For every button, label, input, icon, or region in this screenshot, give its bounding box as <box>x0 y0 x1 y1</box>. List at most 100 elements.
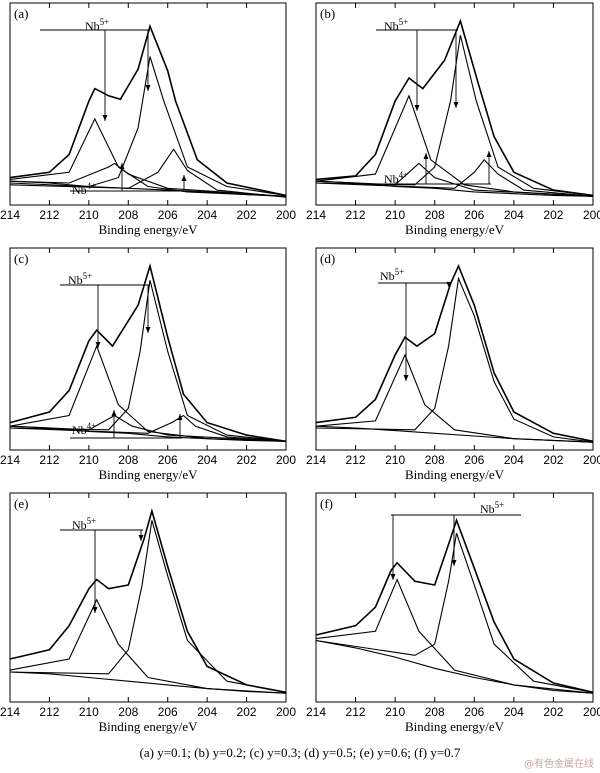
arrow-head <box>181 175 187 181</box>
series-line <box>9 23 287 197</box>
x-tick-label: 212 <box>346 705 366 719</box>
peak-annotation: Nb5+ <box>68 271 92 287</box>
x-tick-label: 214 <box>0 208 20 222</box>
x-tick-label: 200 <box>276 453 296 467</box>
x-tick-label: 214 <box>0 705 20 719</box>
plot-frame <box>315 247 594 451</box>
series-line <box>315 263 594 443</box>
arrow-head <box>119 163 125 169</box>
x-tick-label: 200 <box>583 453 600 467</box>
series-line <box>9 344 287 442</box>
x-tick-label: 206 <box>158 208 178 222</box>
figure-caption: (a) y=0.1; (b) y=0.2; (c) y=0.3; (d) y=0… <box>139 745 461 760</box>
x-tick-label: 210 <box>79 705 99 719</box>
x-axis-label: Binding energy/eV <box>405 222 505 237</box>
x-tick-label: 212 <box>39 453 59 467</box>
series-line <box>315 18 594 197</box>
x-tick-label: 202 <box>237 208 257 222</box>
x-tick-label: 206 <box>158 705 178 719</box>
panel-label: (e) <box>14 496 28 511</box>
arrow-head <box>451 560 457 566</box>
x-tick-label: 214 <box>306 208 326 222</box>
x-tick-label: 202 <box>543 705 563 719</box>
x-tick-label: 212 <box>39 208 59 222</box>
series-line <box>315 353 594 443</box>
x-tick-label: 214 <box>0 453 20 467</box>
plot-frame <box>9 2 287 206</box>
arrow-head <box>138 535 144 541</box>
chart-panel: 214 212 210 208 206 204 202 200 Binding energy/e… <box>0 492 296 734</box>
arrow-head <box>390 574 396 580</box>
chart-panel: 214 212 210 208 206 204 202 200 Binding energy/e… <box>306 492 600 734</box>
series-line <box>315 276 594 443</box>
chart-panel: 214 212 210 208 206 204 202 200 Binding energy/e… <box>306 247 600 482</box>
series-line <box>315 517 594 694</box>
x-tick-label: 200 <box>583 705 600 719</box>
series-line <box>9 598 287 694</box>
peak-annotation: Nb4+ <box>72 421 96 437</box>
series-line <box>9 148 287 198</box>
x-tick-label: 206 <box>464 453 484 467</box>
x-tick-label: 208 <box>118 208 138 222</box>
x-tick-label: 210 <box>385 208 405 222</box>
chart-panel: 214 212 210 208 206 204 202 200 Binding energy/e… <box>0 247 296 482</box>
arrow-head <box>423 153 429 159</box>
x-tick-label: 200 <box>583 208 600 222</box>
peak-annotation: Nb5+ <box>380 267 404 283</box>
plot-frame <box>9 247 287 451</box>
x-axis-label: Binding energy/eV <box>98 222 198 237</box>
x-tick-label: 214 <box>306 705 326 719</box>
x-tick-label: 212 <box>346 453 366 467</box>
plot-frame <box>315 2 594 206</box>
x-tick-label: 210 <box>385 453 405 467</box>
x-tick-label: 210 <box>79 453 99 467</box>
x-tick-label: 202 <box>543 453 563 467</box>
series-line <box>315 639 594 694</box>
series-line <box>9 56 287 196</box>
x-tick-label: 210 <box>385 705 405 719</box>
x-tick-label: 202 <box>237 453 257 467</box>
series-line <box>315 578 594 694</box>
series-line <box>9 280 287 442</box>
arrow-head <box>145 327 151 333</box>
x-tick-label: 214 <box>306 453 326 467</box>
watermark: @有色金属在线 <box>524 759 594 770</box>
series-line <box>9 262 287 443</box>
series-line <box>315 533 594 693</box>
chart-panel: 214 212 210 208 206 204 202 200 Binding energy/e… <box>0 2 296 237</box>
arrow-head <box>95 342 101 348</box>
panel-label: (b) <box>320 6 335 21</box>
arrow-head <box>92 607 98 613</box>
x-tick-label: 204 <box>504 453 524 467</box>
x-tick-label: 204 <box>197 453 217 467</box>
x-tick-label: 204 <box>197 705 217 719</box>
arrow-head <box>453 102 459 108</box>
x-tick-label: 208 <box>425 705 445 719</box>
x-tick-label: 202 <box>543 208 563 222</box>
arrow-head <box>177 414 183 420</box>
x-tick-label: 204 <box>504 705 524 719</box>
x-tick-label: 200 <box>276 705 296 719</box>
plot-frame <box>9 492 287 703</box>
series-line <box>9 520 287 693</box>
arrow-head <box>403 375 409 381</box>
arrow-head <box>486 151 492 157</box>
series-line <box>9 671 287 694</box>
x-axis-label: Binding energy/eV <box>405 719 505 734</box>
series-line <box>9 508 287 694</box>
panel-label: (d) <box>320 251 335 266</box>
peak-annotation: Nb4+ <box>72 181 96 197</box>
panel-label: (f) <box>320 496 333 511</box>
x-tick-label: 206 <box>464 705 484 719</box>
peak-annotation: Nb4+ <box>384 170 408 186</box>
series-line <box>9 414 287 442</box>
x-tick-label: 204 <box>197 208 217 222</box>
arrow-head <box>102 115 108 121</box>
peak-annotation: Nb5+ <box>384 17 408 33</box>
x-tick-label: 204 <box>504 208 524 222</box>
x-tick-label: 200 <box>276 208 296 222</box>
panel-label: (c) <box>14 251 28 266</box>
peak-annotation: Nb5+ <box>480 500 504 516</box>
plot-frame <box>315 492 594 703</box>
